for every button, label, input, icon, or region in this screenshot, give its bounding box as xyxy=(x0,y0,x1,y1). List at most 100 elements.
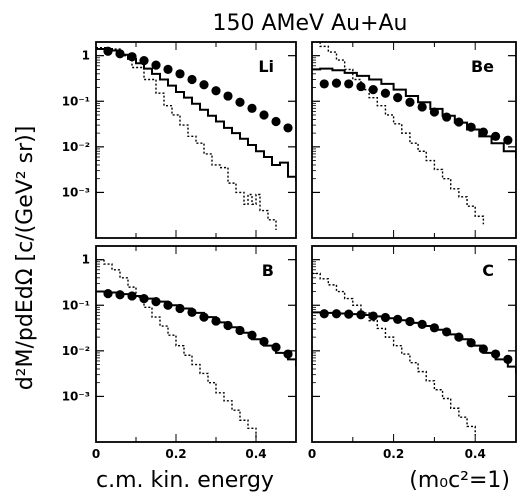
panel-frame xyxy=(311,245,517,443)
data-point xyxy=(151,60,161,70)
data-point xyxy=(344,79,354,89)
panel-frame xyxy=(95,245,297,443)
panel-plot-area xyxy=(96,46,296,230)
data-point xyxy=(271,342,281,352)
panel-li: 1 10⁻¹ 10⁻² 10⁻³ Li xyxy=(62,41,297,239)
x-tick-label: 0.4 xyxy=(465,447,486,461)
data-point xyxy=(491,349,501,359)
chart-title: 150 AMeV Au+Au xyxy=(212,11,407,36)
data-point xyxy=(139,293,149,304)
series-dotted-line xyxy=(312,272,476,436)
panel-plot-area xyxy=(312,272,516,436)
panel-label: Li xyxy=(258,57,274,76)
data-point xyxy=(429,323,439,333)
data-point xyxy=(163,64,173,74)
data-point xyxy=(442,112,452,122)
data-point xyxy=(503,135,513,145)
data-point xyxy=(503,354,513,364)
data-point xyxy=(163,300,173,310)
x-axis-label: c.m. kin. energy xyxy=(96,468,274,493)
x-axis-units: (m₀c²=1) xyxy=(409,468,510,493)
data-point xyxy=(115,290,125,300)
data-point xyxy=(235,325,245,336)
data-point xyxy=(175,303,185,314)
data-point xyxy=(127,52,137,62)
data-point xyxy=(211,86,221,96)
data-point xyxy=(247,103,257,113)
series-dotted-line xyxy=(312,42,485,225)
series-solid-line xyxy=(312,67,516,159)
data-point xyxy=(139,55,149,66)
data-point xyxy=(319,309,329,319)
data-point xyxy=(283,123,293,133)
series-solid-line xyxy=(96,48,296,181)
data-point xyxy=(356,310,366,320)
panels-layer: 1 10⁻¹ 10⁻² 10⁻³ Li Be 1 10⁻¹ 10⁻² 10⁻³ 0 0.2 0.4 B 0 0… xyxy=(62,41,517,461)
data-point xyxy=(368,311,378,321)
data-point xyxy=(115,49,125,59)
data-point xyxy=(393,314,403,324)
data-point xyxy=(103,46,113,56)
panel-b: 1 10⁻¹ 10⁻² 10⁻³ 0 0.2 0.4 B xyxy=(62,245,297,461)
data-point xyxy=(466,122,476,132)
panel-frame xyxy=(95,41,297,239)
data-point xyxy=(187,307,197,317)
y-tick-label: 10⁻² xyxy=(62,140,90,154)
data-point xyxy=(103,289,113,299)
y-tick-label: 1 xyxy=(82,49,90,63)
data-point xyxy=(271,116,281,127)
panel-label: Be xyxy=(471,57,494,76)
data-point xyxy=(429,107,439,117)
data-point xyxy=(331,309,342,319)
panel-c: 0 0.2 0.4 C xyxy=(308,245,517,461)
data-point xyxy=(259,110,269,120)
x-tick-label: 0 xyxy=(308,447,316,461)
data-point xyxy=(283,349,293,359)
data-point xyxy=(405,97,415,107)
y-tick-label: 10⁻³ xyxy=(62,389,90,403)
data-point xyxy=(259,336,269,347)
panel-label: B xyxy=(262,261,274,280)
y-tick-label: 10⁻¹ xyxy=(62,94,90,108)
data-point xyxy=(175,69,185,79)
series-solid-line xyxy=(96,290,296,367)
data-point xyxy=(331,78,342,88)
data-point xyxy=(223,91,233,101)
y-tick-label: 10⁻² xyxy=(62,344,90,358)
panel-plot-area xyxy=(312,42,516,225)
series-dotted-line xyxy=(96,258,257,439)
data-point xyxy=(211,316,221,326)
data-point xyxy=(491,131,501,141)
data-point xyxy=(417,102,427,112)
data-point xyxy=(393,93,403,103)
data-point xyxy=(466,338,476,348)
data-point xyxy=(223,320,233,331)
data-point xyxy=(380,312,391,323)
data-point xyxy=(319,79,329,89)
data-point xyxy=(478,344,488,354)
data-point xyxy=(454,117,464,127)
data-point xyxy=(417,319,427,330)
data-point xyxy=(356,81,366,92)
y-axis-label: d²M/pdEdΩ [c/(GeV² sr)] xyxy=(13,126,38,391)
data-point xyxy=(187,74,197,85)
x-tick-label: 0.4 xyxy=(245,447,266,461)
y-tick-label: 10⁻³ xyxy=(62,185,90,199)
data-point xyxy=(247,330,257,340)
x-tick-label: 0.2 xyxy=(383,447,404,461)
data-point xyxy=(199,80,209,90)
panel-plot-area xyxy=(96,258,296,439)
y-tick-label: 1 xyxy=(82,253,90,267)
data-point xyxy=(454,332,464,342)
panel-be: Be xyxy=(311,41,517,239)
data-point xyxy=(442,327,452,337)
panel-label: C xyxy=(482,261,494,280)
data-point xyxy=(405,316,415,327)
data-point xyxy=(127,291,137,301)
data-point xyxy=(199,312,209,322)
data-point xyxy=(380,88,391,98)
data-point xyxy=(368,85,378,95)
data-point xyxy=(151,297,161,307)
